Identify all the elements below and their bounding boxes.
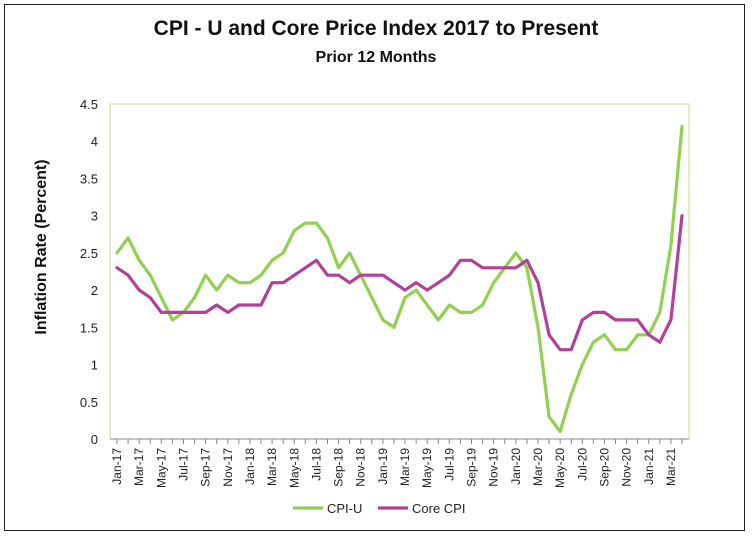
x-tick-label: Sep-18 bbox=[332, 448, 346, 487]
x-tick-label: May-19 bbox=[420, 448, 434, 488]
x-tick-label: Jan-19 bbox=[376, 448, 390, 485]
x-tick-label: May-20 bbox=[553, 448, 567, 488]
y-tick-label: 1 bbox=[91, 358, 98, 373]
x-tick-label: Jan-17 bbox=[110, 448, 124, 485]
y-tick-label: 1.5 bbox=[80, 320, 98, 335]
y-tick-label: 0.5 bbox=[80, 395, 98, 410]
chart-subtitle: Prior 12 Months bbox=[315, 49, 437, 66]
y-tick-label: 2.5 bbox=[80, 246, 98, 261]
legend: CPI-U Core CPI bbox=[293, 501, 465, 516]
y-tick-label: 4.5 bbox=[80, 97, 98, 112]
x-tick-label: Mar-19 bbox=[398, 448, 412, 486]
x-tick-label: Mar-21 bbox=[664, 448, 678, 486]
x-tick-label: Nov-18 bbox=[354, 448, 368, 487]
x-tick-label: Jul-18 bbox=[309, 448, 323, 481]
y-tick-label: 0 bbox=[91, 432, 98, 447]
legend-label-cpi-u: CPI-U bbox=[327, 501, 362, 516]
x-tick-label: Mar-20 bbox=[531, 448, 545, 486]
legend-label-core-cpi: Core CPI bbox=[412, 501, 465, 516]
x-tick-label: Mar-18 bbox=[265, 448, 279, 486]
y-tick-label: 3 bbox=[91, 209, 98, 224]
x-tick-label: Sep-20 bbox=[597, 448, 611, 487]
chart-frame bbox=[4, 4, 745, 531]
x-axis: Jan-17 Mar-17 May-17 Jul-17 Sep-17 Nov-17 Jan-… bbox=[110, 438, 689, 488]
series-layer bbox=[115, 124, 684, 434]
y-tick-label: 4 bbox=[91, 134, 98, 149]
x-tick-label: Nov-19 bbox=[487, 448, 501, 487]
x-tick-label: Jan-18 bbox=[243, 448, 257, 485]
series-line-cpi-u bbox=[115, 124, 684, 434]
x-tick-label: Nov-20 bbox=[620, 448, 634, 487]
y-axis-label: Inflation Rate (Percent) bbox=[33, 159, 50, 334]
x-tick-label: Sep-19 bbox=[465, 448, 479, 487]
x-tick-label: Mar-17 bbox=[132, 448, 146, 486]
x-tick-label: May-18 bbox=[287, 448, 301, 488]
x-tick-label: Jul-20 bbox=[575, 448, 589, 481]
x-tick-label: Jan-21 bbox=[642, 448, 656, 485]
x-tick-label: Jan-20 bbox=[509, 448, 523, 485]
plot-area bbox=[109, 103, 690, 440]
chart-title: CPI - U and Core Price Index 2017 to Pre… bbox=[153, 17, 599, 40]
y-tick-label: 3.5 bbox=[80, 171, 98, 186]
x-tick-label: May-17 bbox=[154, 448, 168, 488]
y-tick-label: 2 bbox=[91, 283, 98, 298]
x-tick-label: Sep-17 bbox=[199, 448, 213, 487]
x-tick-label: Jul-19 bbox=[442, 448, 456, 481]
x-tick-label: Jul-17 bbox=[176, 448, 190, 481]
y-axis: 0 0.5 1 1.5 2 2.5 3 3.5 4 4.5 bbox=[80, 97, 98, 447]
x-tick-label: Nov-17 bbox=[221, 448, 235, 487]
series-line-core-cpi bbox=[115, 214, 684, 352]
